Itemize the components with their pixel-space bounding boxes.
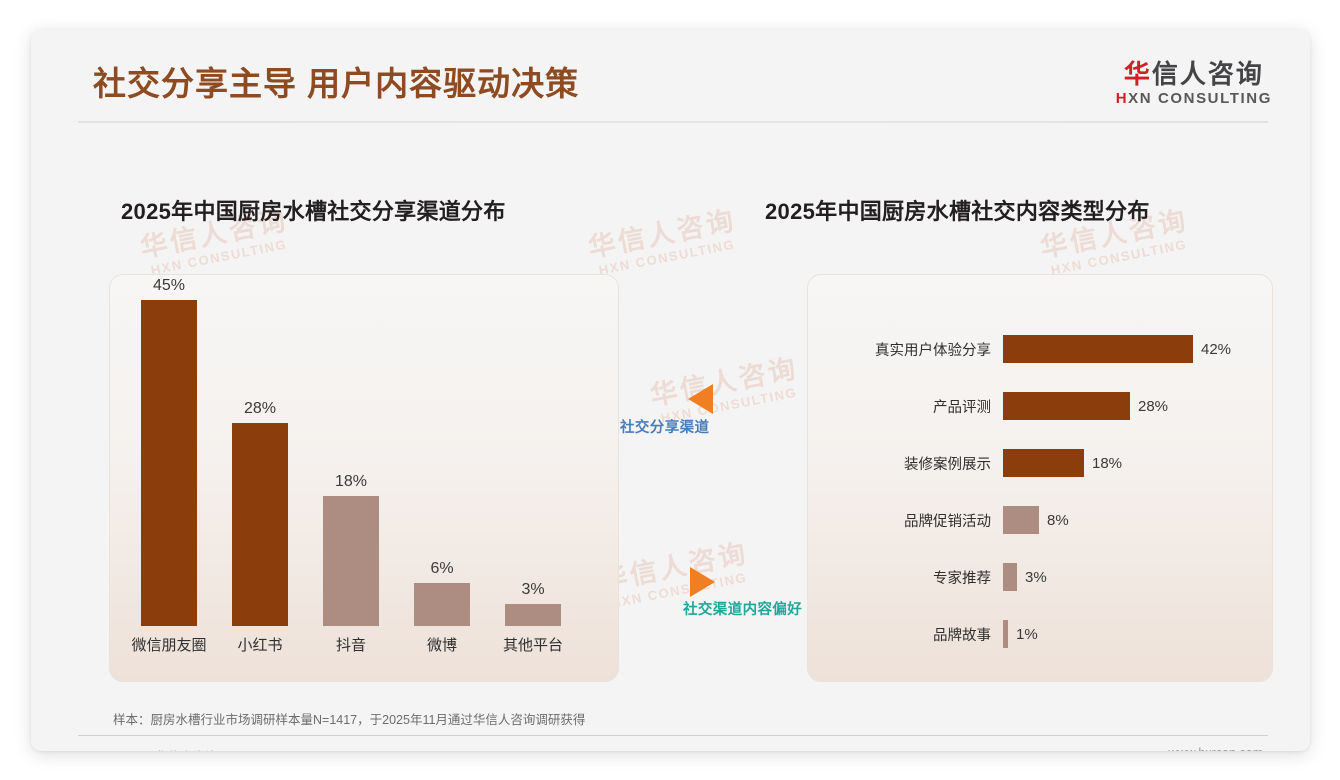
slide-card: 社交分享主导 用户内容驱动决策 华信人咨询 HXN CONSULTING 华信人… (31, 29, 1310, 751)
watermark: 华信人咨询 HXN CONSULTING (585, 205, 742, 279)
bar-value-label: 8% (1047, 511, 1069, 529)
logo-en-highlight: H (1115, 90, 1129, 108)
bar-category-label: 其他平台 (502, 637, 564, 654)
slide-header: 社交分享主导 用户内容驱动决策 华信人咨询 HXN CONSULTING (31, 29, 1310, 113)
bar-value-label: 28% (1138, 397, 1169, 415)
watermark-cn: 华信人咨询 (585, 205, 739, 264)
watermark-en: HXN CONSULTING (1049, 236, 1189, 278)
header-divider (78, 121, 1268, 123)
bar-rect (323, 496, 379, 626)
bar-category-label: 装修案例展示 (904, 456, 991, 473)
horizontal-bar-chart: 真实用户体验分享 42% 产品评测 28% 装修案例展示 18% 品牌促销活动 8% 专家推荐 3… (807, 274, 1273, 682)
bar-rect (1003, 335, 1193, 363)
logo-cn-highlight: 华 (1123, 59, 1152, 89)
vertical-bar-group: 28% 小红书 (232, 400, 288, 654)
bar-category-label: 小红书 (237, 637, 283, 654)
arrow-right-icon (690, 567, 715, 597)
logo-english-text: HXN CONSULTING (1116, 90, 1272, 107)
vertical-bar-chart: 45% 微信朋友圈 28% 小红书 18% 抖音 6% 微博 3% 其他平台 (109, 274, 619, 682)
bar-value-label: 18% (1092, 454, 1123, 472)
bar-value-label: 3% (1025, 568, 1047, 586)
watermark-cn: 华信人咨询 (597, 538, 751, 597)
bar-value-label: 18% (334, 473, 368, 490)
bar-category-label: 专家推荐 (933, 570, 991, 587)
bar-category-label: 品牌故事 (933, 627, 991, 644)
vertical-bar-group: 18% 抖音 (323, 473, 379, 654)
vertical-bar-group: 3% 其他平台 (503, 581, 563, 654)
vertical-bar-group: 6% 微博 (414, 560, 470, 654)
bar-value-label: 3% (521, 581, 545, 598)
watermark-cn: 华信人咨询 (647, 353, 801, 412)
watermark-en: HXN CONSULTING (149, 236, 289, 278)
watermark-en: HXN CONSULTING (597, 236, 737, 278)
horizontal-bar-group: 产品评测 28% (807, 389, 1168, 423)
horizontal-bar-group: 品牌故事 1% (807, 617, 1038, 651)
horizontal-bar-group: 真实用户体验分享 42% (807, 332, 1231, 366)
bar-category-label: 产品评测 (933, 399, 991, 416)
bar-value-label: 42% (1201, 340, 1232, 358)
bar-rect (141, 300, 197, 626)
chart-title-left: 2025年中国厨房水槽社交分享渠道分布 (121, 199, 506, 224)
bar-category-label: 抖音 (335, 637, 367, 654)
bar-category-label: 微信朋友圈 (131, 637, 207, 654)
chart-title-right: 2025年中国厨房水槽社交内容类型分布 (765, 199, 1150, 224)
horizontal-bar-group: 专家推荐 3% (807, 560, 1047, 594)
bar-rect (1003, 449, 1084, 477)
bar-category-label: 微博 (426, 637, 458, 654)
bar-rect (505, 604, 561, 626)
connector-label-top: 社交分享渠道 (620, 420, 710, 436)
company-logo: 华信人咨询 HXN CONSULTING (1116, 60, 1272, 107)
bar-rect (1003, 392, 1130, 420)
footer-divider (78, 735, 1268, 736)
bar-value-label: 1% (1016, 625, 1038, 643)
bar-rect (1003, 506, 1039, 534)
bar-rect (414, 583, 470, 626)
connector-label-bottom: 社交渠道内容偏好 (683, 602, 803, 618)
bar-value-label: 45% (152, 277, 186, 294)
arrow-left-icon (688, 384, 713, 414)
sample-footnote: 样本：厨房水槽行业市场调研样本量N=1417，于2025年11月通过华信人咨询调… (113, 713, 586, 727)
bar-rect (1003, 620, 1008, 648)
bar-rect (232, 423, 288, 626)
logo-cn-rest: 信人咨询 (1151, 59, 1264, 89)
page-title: 社交分享主导 用户内容驱动决策 (93, 65, 580, 102)
bar-value-label: 28% (243, 400, 277, 417)
bar-rect (1003, 563, 1017, 591)
logo-chinese-text: 华信人咨询 (1116, 60, 1272, 88)
vertical-bar-group: 45% 微信朋友圈 (131, 277, 206, 654)
bar-category-label: 真实用户体验分享 (875, 342, 991, 359)
bar-value-label: 6% (430, 560, 454, 577)
horizontal-bar-group: 装修案例展示 18% (807, 446, 1122, 480)
copyright-text: ©2026.1 HXR华信人咨询 (78, 746, 218, 751)
bar-category-label: 品牌促销活动 (904, 513, 991, 530)
logo-en-rest: XN CONSULTING (1128, 90, 1272, 108)
horizontal-bar-group: 品牌促销活动 8% (807, 503, 1069, 537)
website-url: www.hxrcon.com (1169, 746, 1263, 751)
